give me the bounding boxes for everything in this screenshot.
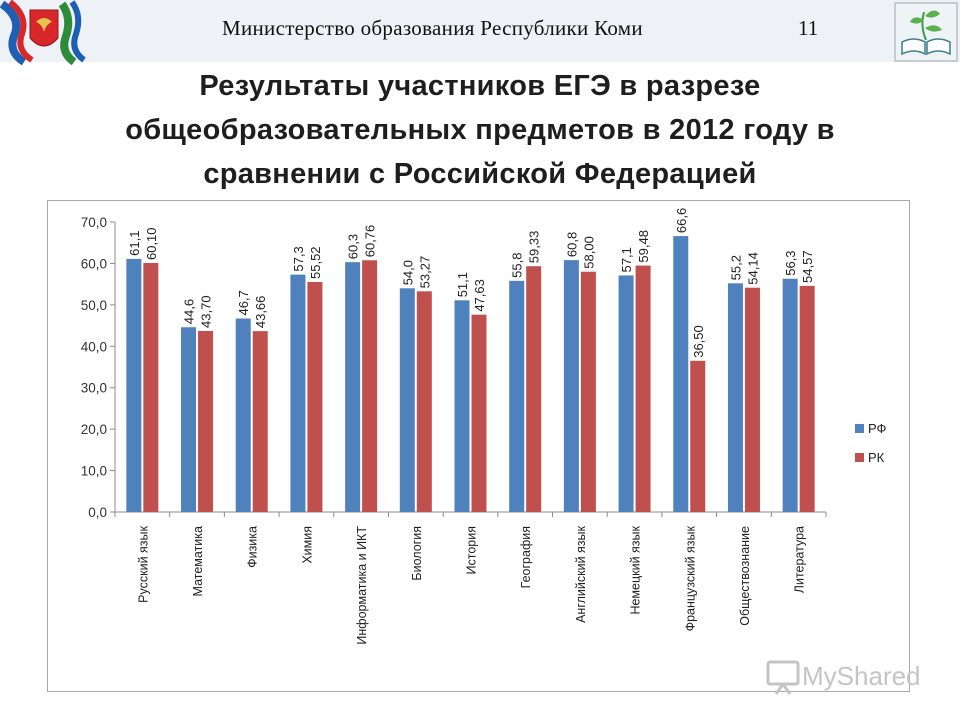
data-label: 57,3 — [291, 246, 306, 271]
bar-rf — [290, 274, 306, 512]
category-label: Немецкий язык — [629, 525, 643, 614]
header-band — [0, 0, 960, 62]
data-label: 54,57 — [800, 250, 815, 283]
category-label: География — [519, 526, 533, 588]
data-label: 60,76 — [363, 225, 378, 258]
myshared-watermark: MyShared — [766, 660, 921, 695]
bar-rk — [690, 360, 706, 512]
bar-rf — [727, 283, 743, 512]
category-label: Информатика и ИКТ — [355, 526, 369, 645]
data-label: 60,10 — [144, 227, 159, 260]
category-label: Русский язык — [136, 525, 150, 602]
data-label: 60,3 — [346, 234, 361, 259]
data-label: 55,52 — [308, 246, 323, 279]
bar-rk — [635, 265, 651, 512]
data-label: 56,3 — [783, 250, 798, 275]
bar-rk — [198, 330, 214, 512]
bar-rf — [782, 278, 798, 512]
bar-rk — [252, 331, 268, 512]
ministry-name: Министерство образования Республики Коми — [222, 16, 643, 40]
y-tick-label: 20,0 — [81, 422, 107, 437]
bar-rf — [673, 236, 689, 513]
title-line-1: Результаты участников ЕГЭ в разрезе — [199, 70, 761, 102]
title-line-2: общеобразовательных предметов в 2012 год… — [125, 114, 835, 146]
data-label: 53,27 — [417, 256, 432, 289]
bar-rk — [744, 287, 760, 512]
data-label: 58,00 — [581, 236, 596, 269]
bar-rk — [362, 260, 378, 512]
category-label: Химия — [300, 526, 314, 564]
data-label: 60,8 — [564, 232, 579, 257]
y-tick-label: 70,0 — [81, 215, 107, 230]
title-line-3: сравнении с Российской Федерацией — [203, 158, 757, 190]
bar-rf — [181, 327, 197, 512]
data-label: 54,14 — [745, 252, 760, 285]
category-label: Физика — [246, 526, 260, 568]
bar-rf — [345, 262, 361, 512]
komi-emblem-icon — [0, 0, 86, 66]
data-label: 55,8 — [510, 253, 525, 278]
bar-rk — [580, 271, 596, 512]
y-tick-label: 50,0 — [81, 298, 107, 313]
data-label: 43,70 — [199, 295, 214, 328]
data-label: 51,1 — [455, 272, 470, 297]
y-tick-label: 0,0 — [88, 505, 107, 520]
legend-label: РК — [868, 450, 885, 465]
category-label: Биология — [410, 526, 424, 581]
bar-rf — [454, 300, 470, 512]
page-number: 11 — [798, 16, 819, 40]
bar-rk — [143, 263, 159, 512]
bar-rk — [526, 266, 542, 512]
category-label: Французский язык — [683, 525, 697, 631]
data-label: 36,50 — [691, 325, 706, 358]
data-label: 61,1 — [127, 231, 142, 256]
chart-frame: 0,0 10,0 20,0 30,0 40,0 50,0 60,0 70,0 61,1 60,10… — [47, 200, 910, 692]
bar-rf — [509, 280, 525, 512]
legend-swatch-rk — [855, 453, 864, 462]
category-label: Литература — [793, 526, 807, 593]
y-tick-label: 60,0 — [81, 256, 107, 271]
category-label: Математика — [191, 526, 205, 596]
data-label: 43,66 — [253, 296, 268, 329]
bar-rf — [563, 260, 579, 512]
data-label: 57,1 — [619, 247, 634, 272]
data-label: 46,7 — [236, 290, 251, 315]
y-tick-label: 30,0 — [81, 381, 107, 396]
data-label: 55,2 — [728, 255, 743, 280]
bar-rf — [126, 258, 142, 512]
watermark-text: MyShared — [802, 661, 921, 691]
data-label: 59,48 — [636, 230, 651, 263]
bar-rk — [471, 314, 487, 512]
legend-swatch-rf — [855, 424, 864, 433]
slide-title: Результаты участников ЕГЭ в разрезе обще… — [60, 64, 900, 196]
bar-rk — [799, 285, 815, 512]
data-label: 47,63 — [472, 279, 487, 312]
category-label: Обществознание — [738, 526, 752, 626]
bar-chart: 0,0 10,0 20,0 30,0 40,0 50,0 60,0 70,0 61,1 60,10… — [81, 208, 887, 645]
education-book-logo-icon — [894, 2, 958, 62]
bar-rf — [399, 288, 415, 512]
y-tick-label: 10,0 — [81, 464, 107, 479]
bar-rk — [307, 281, 323, 512]
data-label: 54,0 — [400, 260, 415, 285]
data-label: 66,6 — [674, 208, 689, 233]
category-label: Английский язык — [574, 525, 588, 622]
data-label: 59,33 — [527, 231, 542, 264]
data-label: 44,6 — [182, 299, 197, 324]
category-label: История — [465, 526, 479, 574]
y-tick-label: 40,0 — [81, 339, 107, 354]
presentation-icon — [766, 660, 800, 695]
legend-label: РФ — [868, 421, 887, 436]
bar-rk — [416, 291, 432, 512]
bar-rf — [235, 318, 251, 512]
bar-rf — [618, 275, 634, 512]
